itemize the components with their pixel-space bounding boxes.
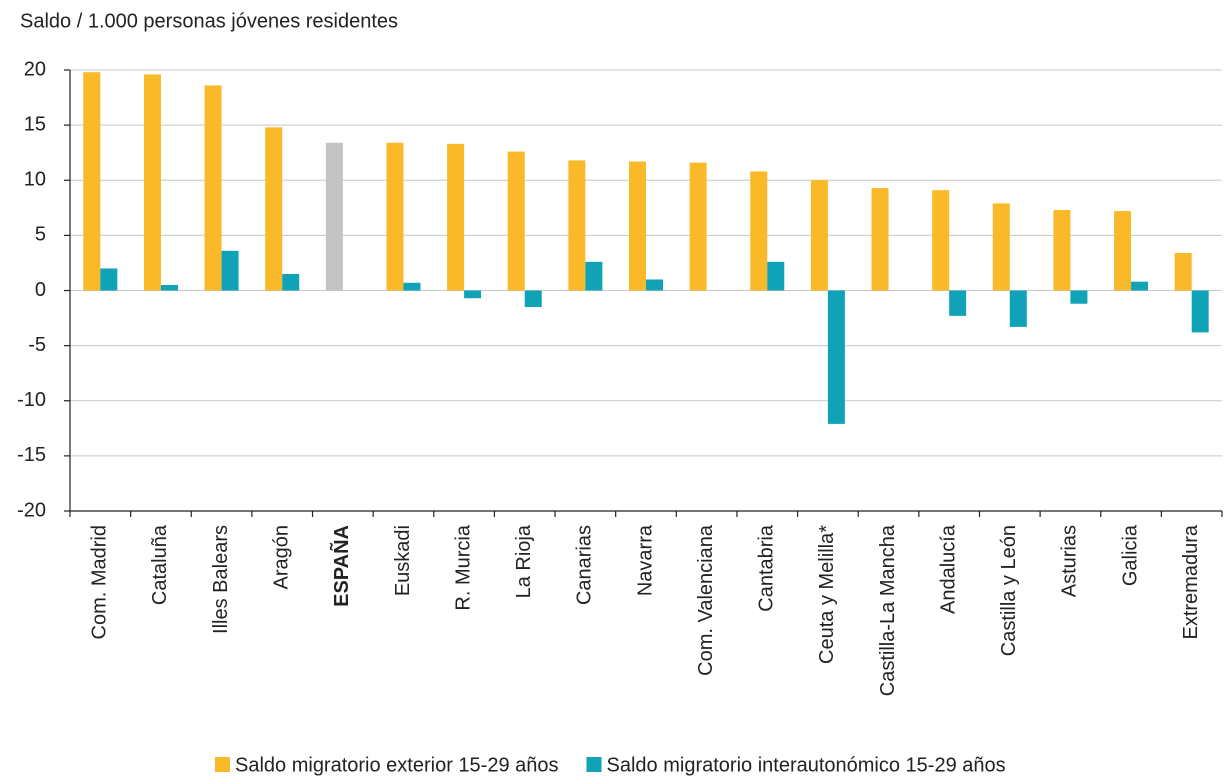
bar <box>403 282 421 291</box>
x-tick-label: Ceuta y Melilla* <box>816 525 838 664</box>
bar <box>507 151 525 291</box>
y-tick-label: 20 <box>24 58 46 80</box>
y-tick-label: 5 <box>35 224 46 246</box>
bar <box>386 142 404 291</box>
x-tick-label: Com. Madrid <box>89 525 111 639</box>
x-tick-label: Galicia <box>1119 524 1141 586</box>
bar <box>827 290 845 424</box>
x-tick-label: R. Murcia <box>452 524 474 610</box>
bar <box>325 142 343 291</box>
x-tick-label: Cataluña <box>149 524 171 605</box>
bar <box>949 290 967 316</box>
x-tick-label: Castilla y León <box>998 525 1020 656</box>
y-axis-title: Saldo / 1.000 personas jóvenes residente… <box>20 10 398 32</box>
x-tick-label: Castilla-La Mancha <box>877 524 899 696</box>
legend-swatch <box>586 757 602 772</box>
bar <box>646 279 663 291</box>
bar <box>1191 290 1209 333</box>
y-tick-label: 0 <box>35 279 46 301</box>
y-tick-label: 15 <box>24 113 46 135</box>
bar <box>810 180 828 291</box>
bar <box>992 203 1010 291</box>
bar <box>160 284 178 291</box>
bar <box>568 160 586 291</box>
bar <box>1009 290 1027 327</box>
y-tick-label: -5 <box>28 334 46 356</box>
legend-label: Saldo migratorio exterior 15-29 años <box>235 754 559 776</box>
bar <box>1131 281 1149 291</box>
bar <box>447 143 465 291</box>
x-tick-label: Illes Balears <box>210 525 232 634</box>
x-tick-label: Aragón <box>270 525 292 590</box>
bar <box>871 187 889 291</box>
bar <box>585 261 603 291</box>
bar <box>629 161 646 291</box>
bar <box>932 190 950 291</box>
x-tick-label: Com. Valenciana <box>695 524 717 676</box>
x-tick-label: Andalucía <box>937 524 959 614</box>
x-tick-label: Euskadi <box>392 525 414 596</box>
bar <box>83 72 101 291</box>
bar <box>204 85 222 291</box>
bar <box>1070 290 1088 304</box>
legend-label: Saldo migratorio interautonómico 15-29 a… <box>607 754 1006 776</box>
legend-swatch <box>215 757 230 772</box>
y-tick-label: -10 <box>17 389 46 411</box>
bar <box>100 268 118 291</box>
bar <box>464 290 482 299</box>
y-tick-label: 10 <box>24 169 46 191</box>
bar <box>524 290 542 308</box>
y-tick-label: -20 <box>17 499 46 521</box>
x-tick-label: Cantabria <box>756 524 778 612</box>
y-tick-label: -15 <box>17 444 46 466</box>
bar <box>265 127 283 291</box>
x-tick-label: Canarias <box>574 525 596 605</box>
bar <box>767 261 785 291</box>
bar <box>689 162 707 291</box>
x-tick-label: Extremadura <box>1180 524 1202 639</box>
x-tick-label: La Rioja <box>513 524 535 598</box>
bar <box>282 273 300 291</box>
bar <box>1114 211 1132 291</box>
x-tick-label: Navarra <box>634 524 656 596</box>
x-tick-label: ESPAÑA <box>330 525 353 607</box>
bar <box>143 74 161 291</box>
x-tick-label: Asturias <box>1059 525 1081 597</box>
bar <box>1174 253 1192 291</box>
bar <box>1053 210 1071 291</box>
bar <box>750 171 768 291</box>
bar <box>221 250 239 291</box>
